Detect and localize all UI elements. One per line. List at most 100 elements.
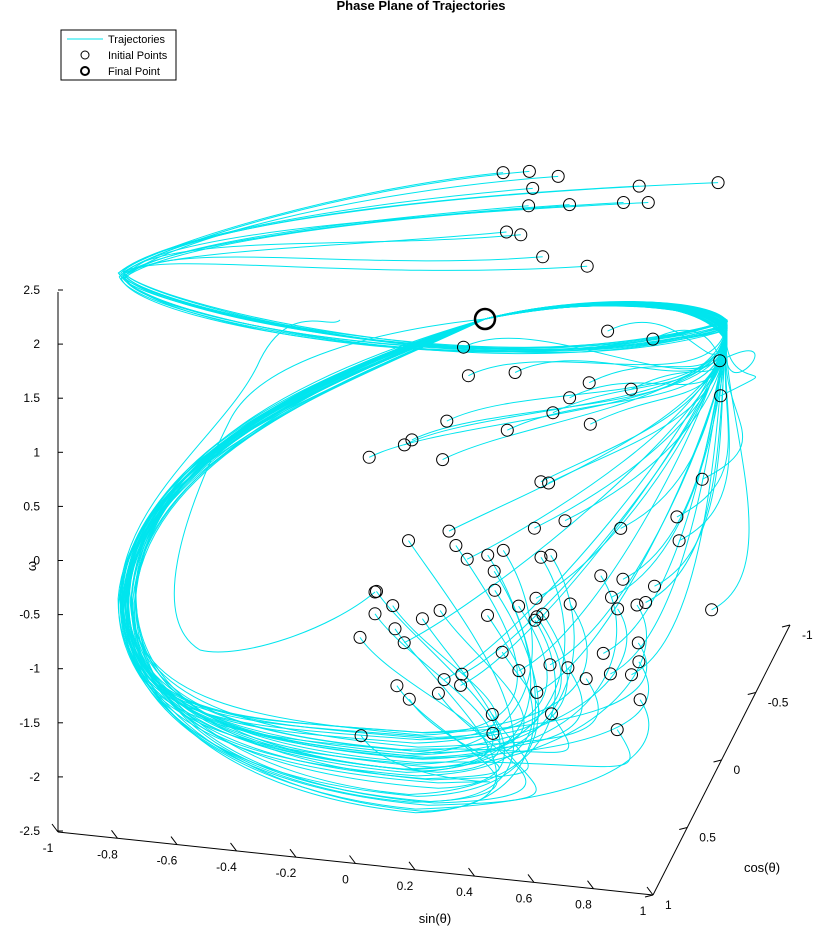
x-tick-label: 0.4 — [456, 885, 473, 899]
initial-point-marker — [514, 228, 528, 242]
trajectory-line — [124, 185, 728, 351]
trajectory-line — [484, 302, 728, 666]
initial-point-marker — [388, 622, 402, 636]
x-tick-label: 1 — [640, 904, 647, 918]
initial-point-marker — [362, 450, 376, 464]
initial-point-marker — [594, 569, 608, 583]
trajectory-line — [126, 318, 588, 734]
x-tick-label: -0.2 — [276, 866, 297, 880]
initial-point-marker — [354, 729, 368, 743]
x-tick-mark — [408, 861, 416, 871]
trajectory-line — [119, 319, 341, 601]
initial-point-marker — [536, 250, 550, 264]
trajectory-line — [128, 318, 500, 780]
initial-point-marker — [545, 707, 558, 721]
y-tick-label: 1 — [665, 898, 672, 912]
trajectory-line — [404, 303, 728, 446]
trajectory-line — [120, 205, 729, 352]
initial-point-marker — [496, 166, 510, 180]
trajectory-line — [130, 318, 599, 748]
initial-point-marker — [601, 324, 615, 338]
trajectory-line — [122, 231, 729, 353]
x-tick-label: -0.4 — [216, 860, 237, 874]
initial-point-marker — [534, 550, 548, 564]
initial-point-marker — [632, 179, 646, 193]
z-tick-label: 0.5 — [23, 499, 40, 513]
x-axis-label: sin(θ) — [419, 911, 452, 926]
trajectory-line — [460, 302, 728, 686]
initial-point-marker — [536, 607, 550, 621]
y-tick-mark — [781, 624, 791, 628]
trajectory-line — [134, 318, 527, 804]
trajectory-line — [134, 318, 568, 756]
trajectory-line — [123, 202, 728, 352]
trajectory-line — [125, 318, 529, 781]
initial-point-marker — [485, 708, 499, 721]
x-tick-label: 0 — [342, 873, 349, 887]
z-tick-label: -2.5 — [19, 824, 40, 838]
initial-point-marker — [711, 176, 725, 190]
y-tick-label: -1 — [802, 628, 813, 642]
x-tick-mark — [527, 874, 535, 883]
initial-point-marker — [529, 591, 543, 605]
initial-point-marker — [534, 475, 548, 489]
legend: Trajectories Initial Points Final Point — [60, 29, 177, 81]
trajectory-line — [131, 318, 548, 744]
y-tick-mark — [747, 692, 756, 695]
trajectory-line — [117, 318, 488, 770]
x-tick-mark — [111, 829, 118, 839]
initial-point-marker — [368, 585, 382, 599]
y-tick-mark — [644, 894, 654, 898]
trajectory-line — [119, 318, 562, 738]
initial-point-marker — [631, 636, 645, 650]
trajectory-line — [132, 318, 570, 753]
initial-point-marker — [610, 723, 624, 737]
x-tick-mark — [587, 880, 594, 890]
initial-point-marker — [617, 196, 630, 209]
initial-point-marker — [454, 678, 468, 692]
initial-point-marker — [481, 548, 495, 562]
y-axis-label: cos(θ) — [744, 860, 780, 875]
initial-point-marker — [431, 686, 445, 700]
initial-point-marker — [522, 199, 536, 213]
y-tick-mark — [713, 759, 722, 763]
initial-point-marker — [633, 693, 647, 707]
trajectory-line — [403, 304, 728, 644]
initial-point-marker — [508, 366, 522, 379]
initial-point-marker — [390, 679, 404, 693]
z-tick-label: -1 — [29, 662, 40, 676]
trajectory-line — [118, 187, 729, 349]
trajectory-line — [123, 318, 532, 772]
initial-point-marker — [672, 534, 686, 548]
legend-label: Final Point — [108, 66, 160, 78]
trajectory-line — [122, 263, 728, 353]
initial-point-marker — [512, 664, 526, 678]
initial-point-marker — [433, 604, 447, 617]
x-tick-label: -0.8 — [97, 847, 118, 861]
initial-point-marker — [512, 599, 526, 613]
z-tick-label: -2 — [29, 770, 40, 784]
initial-point-marker — [460, 552, 474, 566]
initial-point-marker — [486, 726, 500, 740]
initial-point-marker — [500, 423, 514, 437]
initial-point-marker — [563, 597, 577, 611]
x-tick-mark — [170, 836, 178, 845]
z-axis-label: ω — [24, 561, 39, 571]
y-tick-label: -0.5 — [768, 696, 789, 710]
y-tick-label: 0.5 — [699, 831, 716, 845]
initial-point-marker — [714, 389, 728, 403]
initial-point-marker — [449, 539, 463, 552]
initial-point-marker — [546, 406, 560, 420]
y-tick-mark — [679, 827, 688, 830]
initial-point-marker — [496, 543, 510, 557]
initial-point-marker — [397, 438, 411, 452]
legend-circle-swatch — [80, 50, 90, 60]
initial-point-marker — [440, 414, 454, 428]
trajectory-line — [173, 318, 486, 653]
initial-point-marker — [605, 590, 618, 604]
initial-point-marker — [583, 417, 597, 431]
z-tick-label: 1 — [33, 445, 40, 459]
trajectory-line — [118, 234, 728, 353]
chart-title: Phase Plane of Trajectories — [336, 0, 505, 13]
